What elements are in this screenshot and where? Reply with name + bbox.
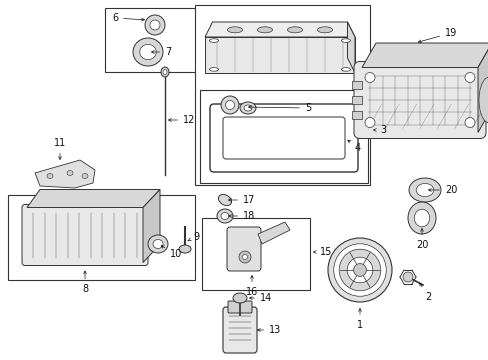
FancyBboxPatch shape: [223, 307, 257, 353]
Ellipse shape: [478, 77, 488, 123]
Polygon shape: [347, 22, 354, 73]
Ellipse shape: [227, 27, 242, 33]
Bar: [351, 81, 361, 89]
Ellipse shape: [67, 171, 73, 175]
Ellipse shape: [82, 174, 88, 179]
Polygon shape: [361, 43, 488, 68]
Circle shape: [364, 72, 374, 82]
Ellipse shape: [317, 27, 332, 33]
Ellipse shape: [148, 235, 168, 253]
Ellipse shape: [407, 202, 435, 234]
Ellipse shape: [221, 96, 239, 114]
Polygon shape: [204, 22, 354, 37]
Ellipse shape: [150, 20, 160, 30]
Ellipse shape: [341, 68, 350, 71]
Ellipse shape: [341, 39, 350, 42]
Bar: [195, 5, 369, 185]
Ellipse shape: [47, 174, 53, 179]
Text: 14: 14: [249, 293, 272, 303]
Ellipse shape: [408, 178, 440, 202]
Polygon shape: [477, 43, 488, 132]
Text: 7: 7: [151, 47, 171, 57]
Bar: [351, 111, 361, 119]
FancyBboxPatch shape: [227, 301, 251, 313]
Bar: [202, 218, 309, 290]
Text: 2: 2: [419, 283, 430, 302]
Text: 16: 16: [245, 275, 258, 297]
Bar: [8, 195, 195, 280]
Text: 11: 11: [54, 138, 66, 159]
Polygon shape: [258, 222, 289, 244]
Ellipse shape: [232, 293, 246, 303]
Ellipse shape: [179, 245, 191, 253]
Text: 19: 19: [418, 28, 456, 42]
Ellipse shape: [257, 27, 272, 33]
FancyBboxPatch shape: [209, 104, 357, 172]
FancyBboxPatch shape: [226, 227, 261, 271]
Ellipse shape: [209, 39, 218, 42]
Text: 20: 20: [427, 185, 456, 195]
Text: 9: 9: [187, 232, 199, 242]
Circle shape: [353, 264, 366, 276]
Circle shape: [239, 251, 250, 263]
Ellipse shape: [413, 209, 429, 227]
Text: 20: 20: [415, 229, 427, 250]
Ellipse shape: [287, 27, 302, 33]
Ellipse shape: [244, 105, 251, 111]
Circle shape: [364, 117, 374, 127]
Ellipse shape: [153, 239, 163, 248]
Text: 13: 13: [257, 325, 281, 335]
Text: 3: 3: [373, 125, 386, 135]
Polygon shape: [204, 37, 354, 73]
Bar: [351, 96, 361, 104]
Ellipse shape: [140, 44, 156, 60]
Circle shape: [339, 249, 380, 291]
Text: 12: 12: [168, 115, 195, 125]
Polygon shape: [27, 189, 160, 207]
Circle shape: [327, 238, 391, 302]
Circle shape: [464, 117, 474, 127]
Circle shape: [333, 244, 386, 296]
FancyBboxPatch shape: [22, 204, 148, 266]
Ellipse shape: [161, 67, 169, 77]
Circle shape: [402, 272, 412, 282]
Text: 18: 18: [228, 211, 255, 221]
Ellipse shape: [225, 100, 234, 109]
Text: 15: 15: [313, 247, 332, 257]
Text: 6: 6: [112, 13, 144, 23]
Text: 10: 10: [161, 246, 182, 259]
Ellipse shape: [221, 212, 228, 220]
FancyBboxPatch shape: [223, 117, 345, 159]
Ellipse shape: [163, 69, 167, 75]
Bar: [200, 90, 367, 183]
FancyBboxPatch shape: [353, 62, 485, 139]
Ellipse shape: [217, 209, 232, 223]
Text: 1: 1: [356, 309, 362, 330]
Bar: [105, 8, 200, 72]
Text: 17: 17: [228, 195, 255, 205]
Ellipse shape: [240, 102, 256, 114]
Ellipse shape: [218, 194, 231, 206]
Ellipse shape: [133, 38, 163, 66]
Polygon shape: [142, 189, 160, 262]
Ellipse shape: [209, 68, 218, 71]
Ellipse shape: [145, 15, 164, 35]
Text: 8: 8: [82, 271, 88, 294]
Circle shape: [346, 257, 372, 283]
Circle shape: [242, 255, 247, 260]
Ellipse shape: [415, 183, 433, 197]
Text: 5: 5: [248, 103, 311, 113]
Circle shape: [464, 72, 474, 82]
Polygon shape: [35, 160, 95, 188]
Text: 4: 4: [347, 140, 360, 153]
